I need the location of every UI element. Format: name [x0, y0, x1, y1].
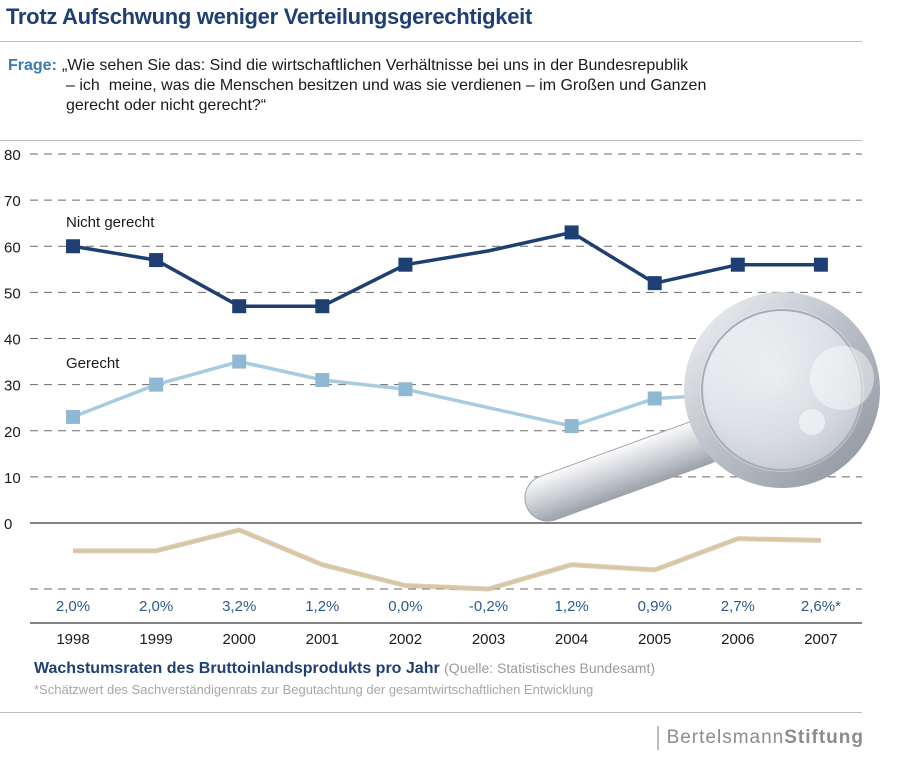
- data-point: [813, 257, 828, 272]
- x-tick-label: 1998: [56, 631, 89, 648]
- data-point: [149, 377, 164, 392]
- x-tick-label: 2007: [804, 631, 837, 648]
- x-tick-label: 2005: [638, 631, 671, 648]
- data-point: [564, 225, 579, 240]
- x-tick-label: 2004: [555, 631, 588, 648]
- logo-bar: [656, 726, 659, 750]
- line-chart: 0 10 20 30 40 50 60 70 80 Nicht gerecht Gerecht 2…: [4, 147, 880, 648]
- gdp-line-shadow: [73, 527, 821, 592]
- gdp-caption-source: (Quelle: Statistisches Bundesamt): [444, 660, 656, 676]
- gdp-line: [73, 528, 821, 591]
- magnifying-glass-icon: [524, 292, 880, 522]
- data-point: [66, 409, 80, 424]
- gdp-value-label: 0,9%: [638, 598, 672, 615]
- data-point: [315, 373, 330, 388]
- series-label: Nicht gerecht: [66, 214, 155, 231]
- data-point: [647, 391, 662, 406]
- footnote: *Schätzwert des Sachverständigenrats zur…: [34, 682, 594, 697]
- title-divider: [0, 41, 862, 42]
- gdp-growth-panel: 2,0% 2,0% 3,2% 1,2% 0,0% -0,2% 1,2% 0,9% 2,7% 2,6…: [30, 527, 862, 624]
- gdp-value-label: 2,0%: [56, 598, 90, 615]
- y-tick-label: 20: [4, 424, 21, 441]
- gdp-value-label: 3,2%: [222, 598, 256, 615]
- data-point: [730, 257, 745, 272]
- gdp-caption-title: Wachstumsraten des Bruttoinlandsprodukts…: [34, 660, 440, 677]
- y-axis: 0 10 20 30 40 50 60 70 80: [4, 147, 21, 533]
- y-tick-label: 60: [4, 239, 21, 256]
- gdp-caption: Wachstumsraten des Bruttoinlandsprodukts…: [34, 660, 655, 678]
- gdp-value-label: 2,6%*: [801, 598, 841, 615]
- series-lines: [66, 225, 828, 461]
- y-tick-label: 30: [4, 378, 21, 395]
- data-point: [315, 299, 330, 314]
- x-axis: 1998 1999 2000 2001 2002 2003 2004 2005 2006 2007: [56, 631, 837, 648]
- x-tick-label: 2006: [721, 631, 754, 648]
- bertelsmann-stiftung-logo: BertelsmannStiftung: [656, 726, 864, 750]
- data-point: [398, 257, 413, 272]
- x-tick-label: 2001: [306, 631, 339, 648]
- question-text: „Wie sehen Sie das: Sind die wirtschaftl…: [62, 56, 842, 116]
- data-point: [149, 253, 164, 268]
- gdp-value-label: 2,0%: [139, 598, 173, 615]
- header-divider: [0, 140, 862, 141]
- footer-divider: [0, 712, 862, 713]
- gdp-value-label: 1,2%: [305, 598, 339, 615]
- question-line: „Wie sehen Sie das: Sind die wirtschaftl…: [62, 57, 689, 74]
- x-tick-label: 2002: [389, 631, 422, 648]
- y-tick-label: 40: [4, 332, 21, 349]
- gdp-value-label: 1,2%: [554, 598, 588, 615]
- series-labels: Nicht gerecht Gerecht: [66, 214, 155, 372]
- data-point: [647, 276, 662, 291]
- x-tick-label: 1999: [139, 631, 172, 648]
- series-label: Gerecht: [66, 355, 120, 372]
- question-label: Frage:: [8, 57, 57, 74]
- data-point: [398, 382, 413, 397]
- gdp-value-label: -0,2%: [469, 598, 508, 615]
- logo-part-2: Stiftung: [784, 727, 864, 749]
- page-title: Trotz Aufschwung weniger Verteilungsgere…: [6, 4, 533, 29]
- y-tick-label: 0: [4, 516, 12, 533]
- gdp-value-label: 2,7%: [721, 598, 755, 615]
- y-tick-label: 10: [4, 470, 21, 487]
- y-tick-label: 70: [4, 193, 21, 210]
- logo-part-1: Bertelsmann: [666, 727, 785, 749]
- gdp-value-label: 0,0%: [388, 598, 422, 615]
- data-point: [564, 419, 579, 434]
- question-line: – ich meine, was die Menschen besitzen u…: [66, 77, 707, 94]
- question-line: gerecht oder nicht gerecht?“: [66, 97, 267, 114]
- series-line: [72, 230, 821, 308]
- data-point: [232, 299, 247, 314]
- x-tick-label: 2003: [472, 631, 505, 648]
- data-point: [66, 239, 80, 254]
- x-tick-label: 2000: [223, 631, 256, 648]
- data-point: [232, 354, 247, 369]
- y-tick-label: 80: [4, 147, 21, 164]
- y-tick-label: 50: [4, 285, 21, 302]
